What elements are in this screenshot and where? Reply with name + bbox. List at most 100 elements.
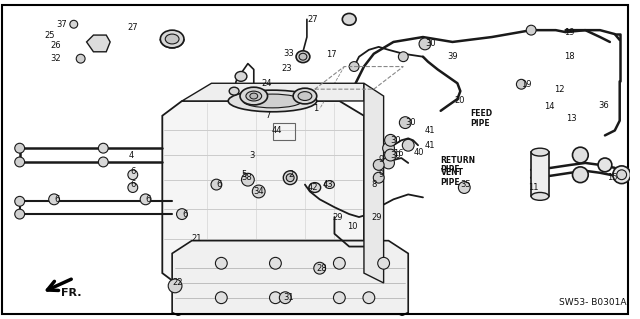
Text: 35: 35 — [460, 180, 471, 189]
Text: FEED
PIPE: FEED PIPE — [470, 109, 492, 128]
Ellipse shape — [177, 209, 188, 219]
Text: 24: 24 — [262, 79, 272, 88]
Ellipse shape — [165, 34, 179, 44]
Ellipse shape — [15, 157, 24, 167]
Text: 6: 6 — [216, 180, 222, 189]
Text: 33: 33 — [284, 49, 294, 58]
Ellipse shape — [70, 20, 77, 28]
Ellipse shape — [613, 166, 630, 184]
Ellipse shape — [373, 172, 384, 183]
Ellipse shape — [385, 149, 396, 161]
Text: 6: 6 — [131, 180, 136, 189]
Ellipse shape — [293, 88, 317, 104]
Ellipse shape — [378, 257, 390, 269]
Text: RETURN
PIPE: RETURN PIPE — [441, 156, 476, 174]
Text: 42: 42 — [308, 183, 318, 192]
Bar — [531, 152, 549, 197]
Text: 1: 1 — [313, 104, 318, 113]
Text: 43: 43 — [323, 180, 333, 189]
Ellipse shape — [531, 192, 549, 200]
Text: 6: 6 — [54, 195, 60, 204]
Ellipse shape — [99, 143, 108, 153]
Ellipse shape — [241, 173, 254, 186]
Polygon shape — [86, 35, 110, 52]
Ellipse shape — [296, 51, 310, 63]
Ellipse shape — [333, 292, 345, 304]
Text: 30: 30 — [390, 136, 401, 145]
Text: 7: 7 — [266, 111, 271, 120]
Ellipse shape — [324, 181, 335, 189]
Ellipse shape — [458, 182, 470, 193]
Ellipse shape — [403, 139, 414, 151]
Text: 30: 30 — [405, 118, 416, 127]
Text: 17: 17 — [326, 50, 337, 59]
Text: 6: 6 — [131, 167, 136, 176]
Ellipse shape — [573, 167, 588, 182]
Ellipse shape — [284, 171, 297, 185]
Ellipse shape — [235, 71, 247, 81]
Text: 32: 32 — [50, 54, 61, 63]
Ellipse shape — [383, 142, 394, 154]
Ellipse shape — [15, 209, 24, 219]
Text: 38: 38 — [241, 173, 252, 182]
Text: 40: 40 — [413, 148, 424, 157]
Ellipse shape — [240, 87, 268, 105]
Text: 9: 9 — [379, 170, 384, 179]
Ellipse shape — [269, 257, 282, 269]
Text: 27: 27 — [308, 15, 319, 24]
Ellipse shape — [363, 292, 375, 304]
Ellipse shape — [269, 292, 282, 304]
Text: 9: 9 — [379, 155, 384, 165]
Ellipse shape — [250, 93, 258, 99]
Ellipse shape — [383, 157, 394, 169]
Text: 31: 31 — [284, 293, 294, 302]
Ellipse shape — [399, 117, 411, 129]
Ellipse shape — [598, 158, 612, 172]
Ellipse shape — [373, 160, 384, 170]
Text: 20: 20 — [454, 96, 465, 106]
Text: 6: 6 — [145, 195, 151, 204]
Text: 12: 12 — [554, 85, 564, 94]
Text: 6: 6 — [182, 210, 188, 219]
Text: 19: 19 — [522, 80, 532, 89]
Text: 30: 30 — [390, 151, 401, 160]
Text: 8: 8 — [372, 180, 377, 189]
Text: 41: 41 — [425, 126, 435, 135]
Ellipse shape — [15, 197, 24, 206]
Text: 37: 37 — [56, 20, 67, 29]
Text: 15: 15 — [607, 173, 618, 182]
Text: 36: 36 — [598, 101, 609, 110]
Text: 29: 29 — [372, 212, 382, 221]
Text: 3: 3 — [249, 151, 254, 160]
Polygon shape — [172, 241, 408, 319]
Ellipse shape — [128, 182, 138, 192]
Ellipse shape — [140, 194, 151, 205]
Ellipse shape — [385, 134, 396, 146]
Ellipse shape — [229, 87, 239, 95]
Text: 44: 44 — [271, 126, 282, 135]
Ellipse shape — [49, 194, 60, 205]
Ellipse shape — [299, 53, 307, 60]
Text: 4: 4 — [129, 151, 134, 160]
Text: 22: 22 — [172, 278, 182, 287]
Ellipse shape — [286, 174, 294, 182]
Text: 30: 30 — [425, 40, 436, 48]
Ellipse shape — [419, 38, 431, 50]
Text: 19: 19 — [564, 28, 574, 37]
Text: 14: 14 — [544, 102, 554, 111]
Text: 23: 23 — [282, 64, 292, 73]
Ellipse shape — [228, 90, 317, 112]
Ellipse shape — [128, 170, 138, 180]
Bar — [273, 122, 295, 140]
Ellipse shape — [252, 185, 265, 198]
Text: 2: 2 — [288, 170, 294, 179]
Text: 25: 25 — [44, 31, 55, 40]
Text: 21: 21 — [192, 234, 202, 243]
Text: 18: 18 — [564, 52, 574, 61]
Ellipse shape — [398, 52, 408, 62]
Ellipse shape — [99, 157, 108, 167]
Text: 11: 11 — [528, 183, 539, 192]
Ellipse shape — [15, 143, 24, 153]
Text: SW53- B0301A: SW53- B0301A — [559, 298, 626, 307]
Ellipse shape — [349, 62, 359, 71]
